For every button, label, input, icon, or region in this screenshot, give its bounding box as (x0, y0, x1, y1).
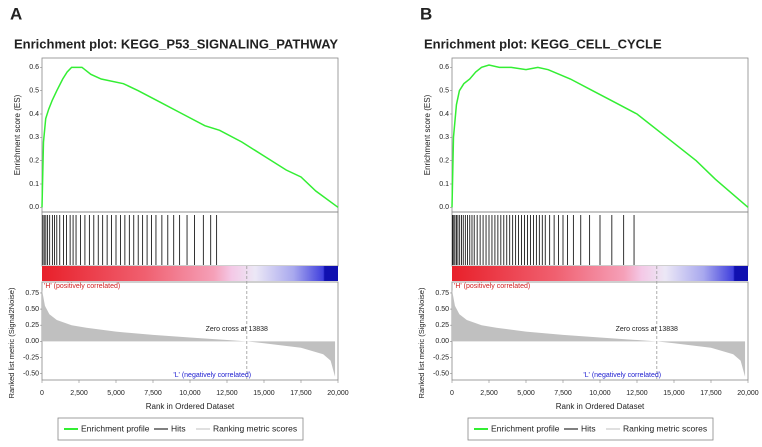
positive-label: 'H' (positively correlated) (44, 283, 120, 290)
x-tick-label: 7,500 (144, 390, 162, 397)
y2-tick-label: 0.00 (25, 338, 39, 345)
x-tick-label: 0 (40, 390, 44, 397)
y-tick-label: 0.1 (29, 181, 39, 188)
y2-tick-label: -0.25 (23, 354, 39, 361)
y2-axis-title: Ranked list metric (Signal2Noise) (417, 287, 426, 398)
y2-tick-label: 0.75 (435, 290, 449, 297)
legend-label: Enrichment profile (491, 423, 560, 433)
y-tick-label: 0.2 (29, 158, 39, 165)
x-tick-label: 15,000 (253, 390, 275, 397)
ranking-metric-area (42, 289, 336, 377)
legend-label: Enrichment profile (81, 423, 150, 433)
ranking-metric-area (452, 289, 746, 377)
x-tick-label: 15,000 (663, 390, 685, 397)
x-tick-label: 5,000 (107, 390, 125, 397)
y-tick-label: 0.4 (439, 111, 449, 118)
legend-box (467, 417, 714, 441)
chart-title: Enrichment plot: KEGG_P53_SIGNALING_PATH… (14, 36, 338, 51)
es-frame (41, 57, 339, 213)
y2-tick-label: -0.25 (433, 354, 449, 361)
x-tick-label: 5,000 (517, 390, 535, 397)
color-bar (452, 266, 748, 281)
y2-tick-label: 0.25 (25, 322, 39, 329)
legend-label: Hits (171, 423, 186, 433)
y-tick-label: 0.5 (29, 88, 39, 95)
y2-tick-label: 0.75 (25, 290, 39, 297)
x-tick-label: 0 (450, 390, 454, 397)
x-tick-label: 20,000 (737, 390, 759, 397)
x-tick-label: 17,500 (290, 390, 312, 397)
negative-label: 'L' (negatively correlated) (173, 372, 251, 379)
y-tick-label: 0.6 (439, 64, 449, 71)
legend-label: Ranking metric scores (623, 423, 707, 433)
legend-label: Hits (581, 423, 596, 433)
x-tick-label: 10,000 (589, 390, 611, 397)
positive-label: 'H' (positively correlated) (454, 283, 530, 290)
x-tick-label: 17,500 (700, 390, 722, 397)
y-tick-label: 0.3 (29, 134, 39, 141)
y-axis-title: Enrichment score (ES) (423, 94, 432, 175)
y-tick-label: 0.0 (29, 204, 39, 211)
y2-tick-label: -0.50 (433, 370, 449, 377)
x-tick-label: 12,500 (216, 390, 238, 397)
y-tick-label: 0.6 (29, 64, 39, 71)
y2-tick-label: 0.50 (435, 306, 449, 313)
y2-tick-label: 0.00 (435, 338, 449, 345)
enrichment-profile (41, 66, 339, 208)
y-tick-label: 0.2 (439, 158, 449, 165)
color-bar (42, 266, 338, 281)
x-tick-label: 2,500 (480, 390, 498, 397)
x-tick-label: 2,500 (70, 390, 88, 397)
y-tick-label: 0.4 (29, 111, 39, 118)
y-tick-label: 0.0 (439, 204, 449, 211)
zero-cross-label: Zero cross at 13838 (206, 326, 268, 333)
y-tick-label: 0.1 (439, 181, 449, 188)
y2-tick-label: 0.50 (25, 306, 39, 313)
panel-label: A (10, 4, 22, 23)
y2-tick-label: -0.50 (23, 370, 39, 377)
legend-box (57, 417, 304, 441)
legend-label: Ranking metric scores (213, 423, 297, 433)
y-axis-title: Enrichment score (ES) (13, 94, 22, 175)
es-frame (451, 57, 749, 213)
x-tick-label: 7,500 (554, 390, 572, 397)
y-tick-label: 0.5 (439, 88, 449, 95)
chart-title: Enrichment plot: KEGG_CELL_CYCLE (424, 36, 662, 51)
zero-cross-label: Zero cross at 13838 (616, 326, 678, 333)
y2-axis-title: Ranked list metric (Signal2Noise) (7, 287, 16, 398)
x-axis-title: Rank in Ordered Dataset (556, 402, 645, 411)
x-tick-label: 20,000 (327, 390, 349, 397)
y2-tick-label: 0.25 (435, 322, 449, 329)
panel-label: B (420, 4, 432, 23)
enrichment-profile (451, 64, 749, 208)
x-tick-label: 12,500 (626, 390, 648, 397)
hits-frame (41, 211, 339, 267)
negative-label: 'L' (negatively correlated) (583, 372, 661, 379)
x-tick-label: 10,000 (179, 390, 201, 397)
x-axis-title: Rank in Ordered Dataset (146, 402, 235, 411)
y-tick-label: 0.3 (439, 134, 449, 141)
